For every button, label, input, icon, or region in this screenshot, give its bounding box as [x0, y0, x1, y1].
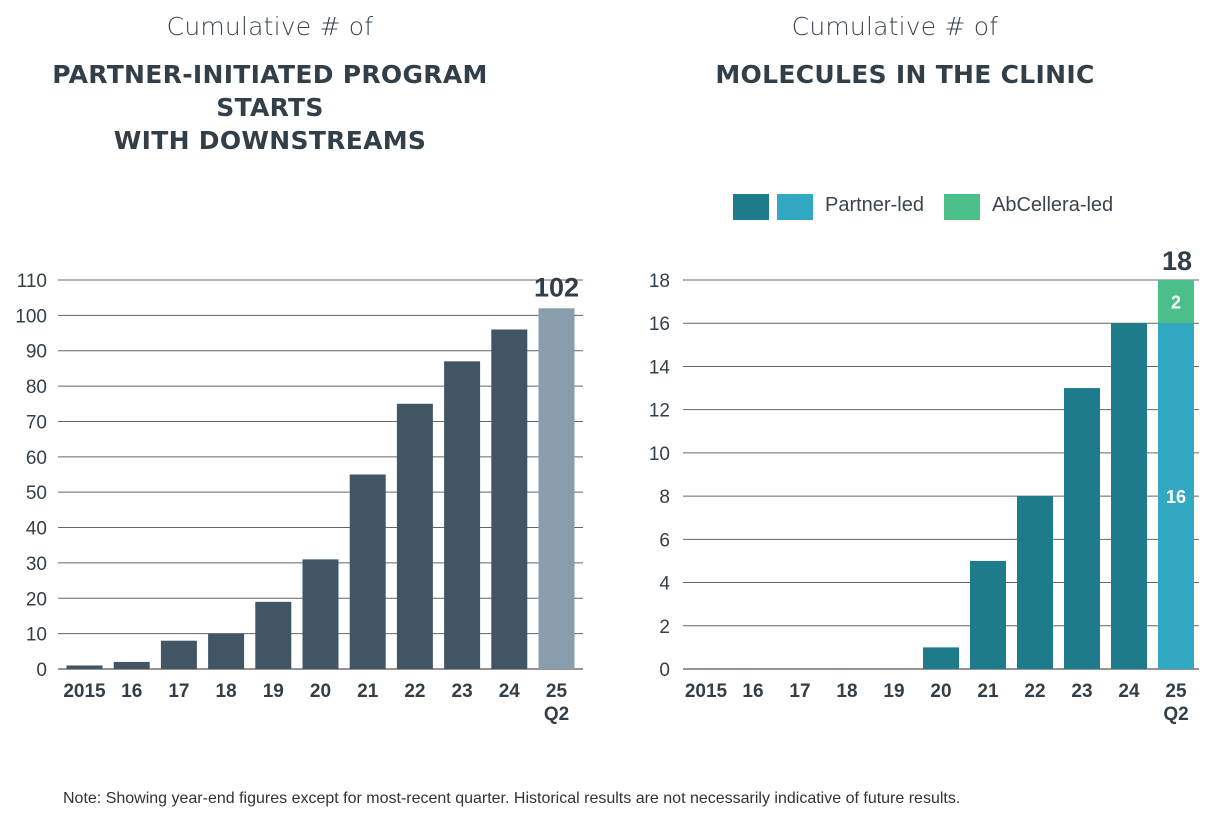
right-bar-partner	[1064, 388, 1100, 669]
left-y-tick-label: 0	[36, 660, 47, 681]
left-bar	[538, 308, 575, 669]
right-chart-title: MOLECULES IN THE CLINIC	[715, 60, 1095, 89]
right-bar-partner	[1158, 323, 1194, 669]
right-x-tick-label: 20	[930, 681, 951, 702]
left-x-tick-label: 16	[121, 681, 142, 702]
legend-swatch-abcellera	[944, 194, 980, 220]
left-x-tick-label: 18	[216, 681, 237, 702]
right-chart-subtitle: Cumulative # of	[791, 12, 999, 41]
left-bar	[160, 640, 197, 669]
right-x-tick-label: 19	[883, 681, 904, 702]
right-x-tick-label: 18	[836, 681, 857, 702]
footnote: Note: Showing year-end figures except fo…	[63, 790, 961, 807]
right-x-tick-label: 23	[1071, 681, 1092, 702]
left-y-tick-label: 110	[17, 271, 47, 292]
right-x-tick-label: 24	[1118, 681, 1140, 702]
left-x-tick-label: 19	[263, 681, 284, 702]
left-chart-title: PARTNER-INITIATED PROGRAM STARTS WITH DO…	[0, 58, 540, 157]
left-bar	[255, 601, 292, 669]
left-x-tick-label: 17	[168, 681, 189, 702]
right-x-tick-label: 21	[977, 681, 999, 702]
right-y-tick-label: 4	[659, 574, 670, 595]
left-y-tick-label: 100	[15, 306, 47, 327]
right-y-tick-label: 6	[659, 530, 670, 551]
left-y-tick-label: 50	[26, 483, 47, 504]
left-bar	[113, 661, 150, 669]
left-x-tick-sublabel: Q2	[544, 704, 569, 725]
right-y-tick-label: 2	[659, 617, 670, 638]
left-x-tick-label: 25	[546, 681, 568, 702]
right-y-tick-label: 16	[649, 314, 670, 335]
legend-label-partner: Partner-led	[825, 194, 924, 216]
left-bar	[302, 559, 339, 669]
legend-swatch-partner-light	[777, 194, 813, 220]
right-bar-partner	[923, 647, 959, 669]
left-highlight-value-label: 102	[534, 272, 579, 302]
left-bar	[396, 403, 433, 669]
right-segment-label-abcellera: 2	[1171, 293, 1181, 313]
right-bar-partner	[970, 560, 1006, 669]
left-bar	[66, 665, 103, 669]
left-y-tick-label: 70	[26, 412, 47, 433]
right-y-tick-label: 14	[649, 357, 671, 378]
left-bar	[349, 474, 386, 669]
right-y-tick-label: 12	[649, 401, 670, 422]
right-x-tick-label: 17	[789, 681, 810, 702]
left-y-tick-label: 90	[26, 342, 47, 363]
left-chart-subtitle: Cumulative # of	[166, 12, 374, 41]
left-y-tick-label: 80	[26, 377, 47, 398]
left-x-tick-label: 20	[310, 681, 331, 702]
legend-label-abcellera: AbCellera-led	[992, 194, 1114, 216]
left-x-tick-label: 22	[404, 681, 425, 702]
left-chart-title-line1: PARTNER-INITIATED PROGRAM STARTS	[52, 60, 488, 122]
right-y-tick-label: 0	[659, 660, 670, 681]
left-y-tick-label: 10	[26, 625, 47, 646]
left-bar	[491, 329, 528, 669]
right-bar-abcellera	[1158, 280, 1194, 324]
right-x-tick-sublabel: Q2	[1163, 704, 1188, 725]
right-total-value-label: 18	[1162, 246, 1192, 276]
right-bar-partner	[1017, 496, 1053, 669]
right-bar-partner	[1111, 323, 1147, 669]
left-chart-title-line2: WITH DOWNSTREAMS	[113, 126, 427, 155]
left-bar	[208, 633, 245, 669]
right-x-tick-label: 22	[1024, 681, 1045, 702]
left-y-tick-label: 40	[26, 519, 47, 540]
left-x-tick-label: 21	[357, 681, 379, 702]
right-segment-label-partner: 16	[1166, 487, 1186, 507]
left-y-tick-label: 20	[26, 589, 47, 610]
left-y-tick-label: 60	[26, 448, 47, 469]
left-y-tick-label: 30	[26, 554, 47, 575]
right-y-tick-label: 8	[659, 487, 670, 508]
right-x-tick-label: 25	[1165, 681, 1187, 702]
legend-swatch-partner-dark	[733, 194, 769, 220]
left-x-tick-label: 23	[452, 681, 473, 702]
right-x-tick-label: 2015	[685, 681, 728, 702]
right-y-tick-label: 10	[649, 444, 670, 465]
right-y-tick-label: 18	[649, 271, 670, 292]
right-x-tick-label: 16	[742, 681, 763, 702]
left-bar	[444, 361, 481, 669]
left-x-tick-label: 24	[499, 681, 521, 702]
left-x-tick-label: 2015	[63, 681, 106, 702]
